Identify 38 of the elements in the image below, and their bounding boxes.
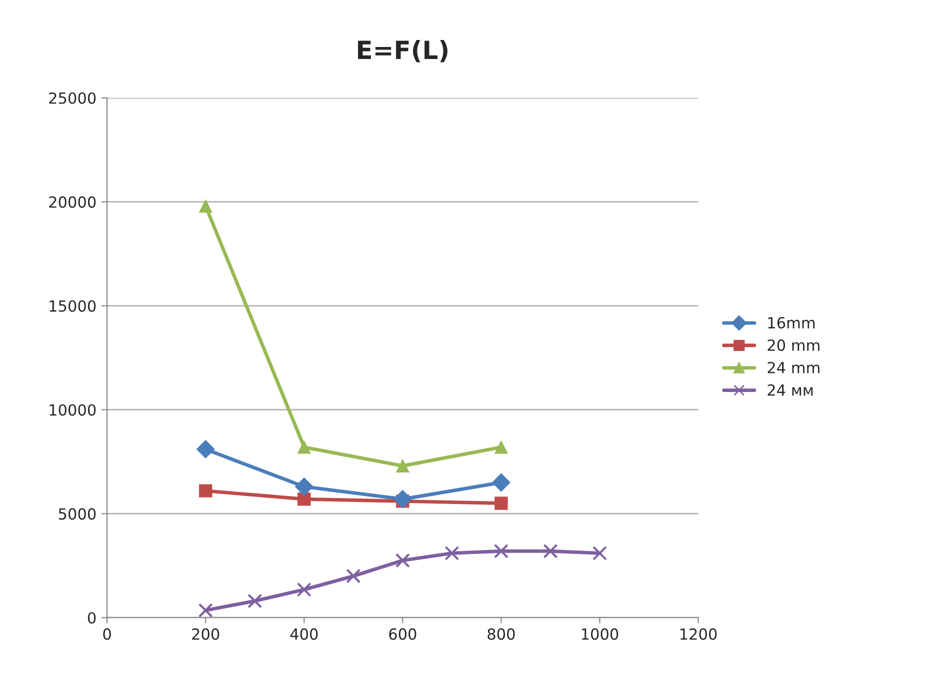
x-tick-label: 200 <box>192 628 220 640</box>
point <box>298 440 311 454</box>
point <box>298 492 311 506</box>
point <box>444 546 460 560</box>
point <box>592 546 608 560</box>
y-tick-label: 20000 <box>49 196 96 208</box>
point <box>494 496 508 510</box>
point <box>396 459 410 472</box>
y-tick-label: 25000 <box>49 92 96 104</box>
point <box>248 594 262 608</box>
legend-label: 24 mm <box>768 362 820 374</box>
legend-label: 20 mm <box>768 339 820 351</box>
point <box>294 477 314 496</box>
point <box>198 484 212 498</box>
legend-label: 24 мм <box>768 384 813 396</box>
legend-label: 16mm <box>768 316 815 329</box>
x-tick-label: 800 <box>488 628 515 640</box>
x-tick-label: 0 <box>103 628 111 640</box>
point <box>543 544 558 558</box>
x-tick-label: 400 <box>290 628 318 640</box>
point <box>346 568 361 584</box>
y-tick-label: 10000 <box>50 404 96 416</box>
point <box>296 582 312 597</box>
x-tick-label: 1200 <box>680 628 717 640</box>
y-tick-label: 5000 <box>58 508 96 520</box>
x-tick-label: 600 <box>389 628 416 640</box>
point <box>494 440 508 454</box>
point <box>393 490 412 508</box>
y-tick-label: 0 <box>88 612 96 624</box>
point <box>198 603 213 618</box>
point <box>198 199 212 213</box>
x-tick-label: 1000 <box>582 628 618 640</box>
chart-title: E=F(L) <box>358 40 448 62</box>
point <box>395 553 410 568</box>
point <box>196 440 215 458</box>
point <box>494 544 508 558</box>
y-tick-label: 15000 <box>50 300 96 312</box>
point <box>492 473 510 492</box>
